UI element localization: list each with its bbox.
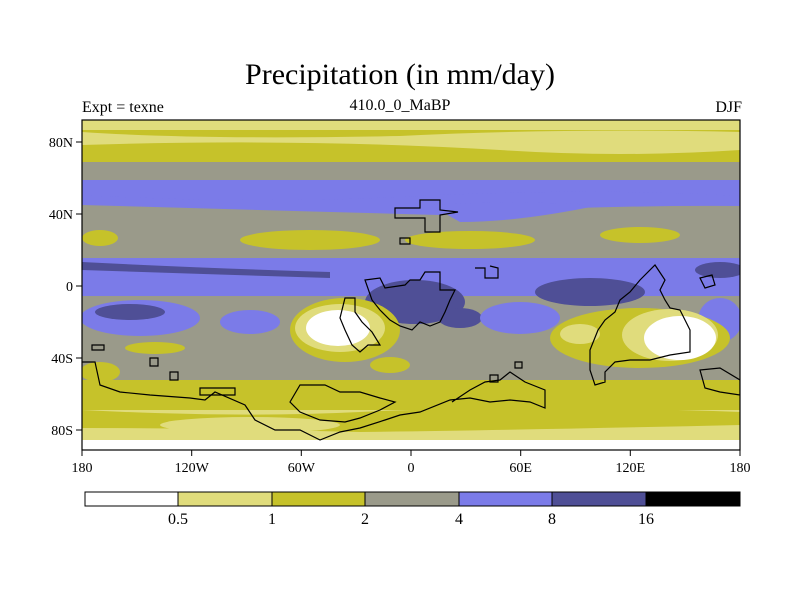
blob bbox=[695, 262, 740, 278]
blob bbox=[535, 278, 645, 306]
colorbar-label: 1 bbox=[268, 511, 276, 528]
y-tick-label: 0 bbox=[66, 280, 73, 295]
x-tick-label: 120W bbox=[175, 461, 210, 476]
y-tick-label: 40N bbox=[49, 208, 73, 223]
coastline bbox=[589, 264, 691, 386]
blob bbox=[95, 304, 165, 320]
blob bbox=[82, 362, 120, 382]
period-label: 410.0_0_MaBP bbox=[349, 97, 451, 114]
blob bbox=[160, 417, 340, 433]
x-tick-label: 120E bbox=[616, 461, 646, 476]
colorbar-swatch bbox=[646, 492, 740, 506]
blob bbox=[306, 310, 370, 346]
x-tick-label: 0 bbox=[408, 461, 415, 476]
coastline bbox=[289, 384, 397, 423]
blob bbox=[644, 316, 716, 360]
band bbox=[82, 380, 740, 410]
x-tick-label: 60E bbox=[509, 461, 532, 476]
coastline bbox=[199, 387, 236, 396]
blob bbox=[82, 230, 118, 246]
coastline bbox=[399, 237, 411, 245]
coastline bbox=[699, 274, 716, 289]
band bbox=[82, 120, 740, 130]
blob bbox=[370, 357, 410, 373]
y-tick-label: 40S bbox=[51, 352, 73, 367]
coastline bbox=[394, 199, 459, 233]
colorbar: 0.5 1 2 4 8 16 bbox=[84, 491, 741, 528]
colorbar-swatch bbox=[459, 492, 552, 506]
colorbar-swatch bbox=[552, 492, 646, 506]
coastline bbox=[82, 361, 546, 441]
blob bbox=[430, 202, 600, 222]
blob bbox=[480, 302, 560, 334]
coastline bbox=[475, 265, 499, 279]
coastline bbox=[149, 357, 159, 367]
colorbar-swatch bbox=[85, 492, 178, 506]
map-panel: 180 120W 60W 0 60E 120E 180 80N 40N 0 40… bbox=[49, 119, 751, 476]
blob bbox=[82, 191, 740, 215]
blob bbox=[560, 324, 600, 344]
colorbar-label: 16 bbox=[638, 511, 654, 528]
blob bbox=[82, 262, 330, 278]
x-tick-label: 180 bbox=[72, 461, 93, 476]
coastline bbox=[169, 371, 179, 381]
plot-title: Precipitation (in mm/day) bbox=[245, 58, 555, 91]
blob bbox=[125, 342, 185, 354]
blob bbox=[240, 230, 380, 250]
band bbox=[82, 440, 740, 450]
blob bbox=[600, 227, 680, 243]
colorbar-swatch bbox=[178, 492, 272, 506]
blob bbox=[438, 308, 482, 328]
blob bbox=[82, 130, 740, 154]
coastline bbox=[91, 344, 105, 351]
colorbar-label: 4 bbox=[455, 511, 463, 528]
x-tick-label: 60W bbox=[288, 461, 316, 476]
y-tick-label: 80S bbox=[51, 424, 73, 439]
coastline bbox=[699, 367, 740, 396]
coastline bbox=[489, 374, 499, 383]
experiment-label: Expt = texne bbox=[82, 99, 164, 116]
band bbox=[82, 162, 740, 180]
colorbar-swatch bbox=[365, 492, 459, 506]
blob bbox=[220, 310, 280, 334]
blob bbox=[405, 231, 535, 249]
colorbar-swatch bbox=[272, 492, 365, 506]
coastline bbox=[364, 271, 456, 331]
season-label: DJF bbox=[715, 99, 742, 116]
coastline bbox=[514, 361, 523, 369]
colorbar-label: 0.5 bbox=[168, 511, 188, 528]
y-tick-label: 80N bbox=[49, 136, 73, 151]
x-tick-label: 180 bbox=[730, 461, 751, 476]
colorbar-label: 2 bbox=[361, 511, 369, 528]
colorbar-label: 8 bbox=[548, 511, 556, 528]
coastline bbox=[339, 297, 382, 353]
